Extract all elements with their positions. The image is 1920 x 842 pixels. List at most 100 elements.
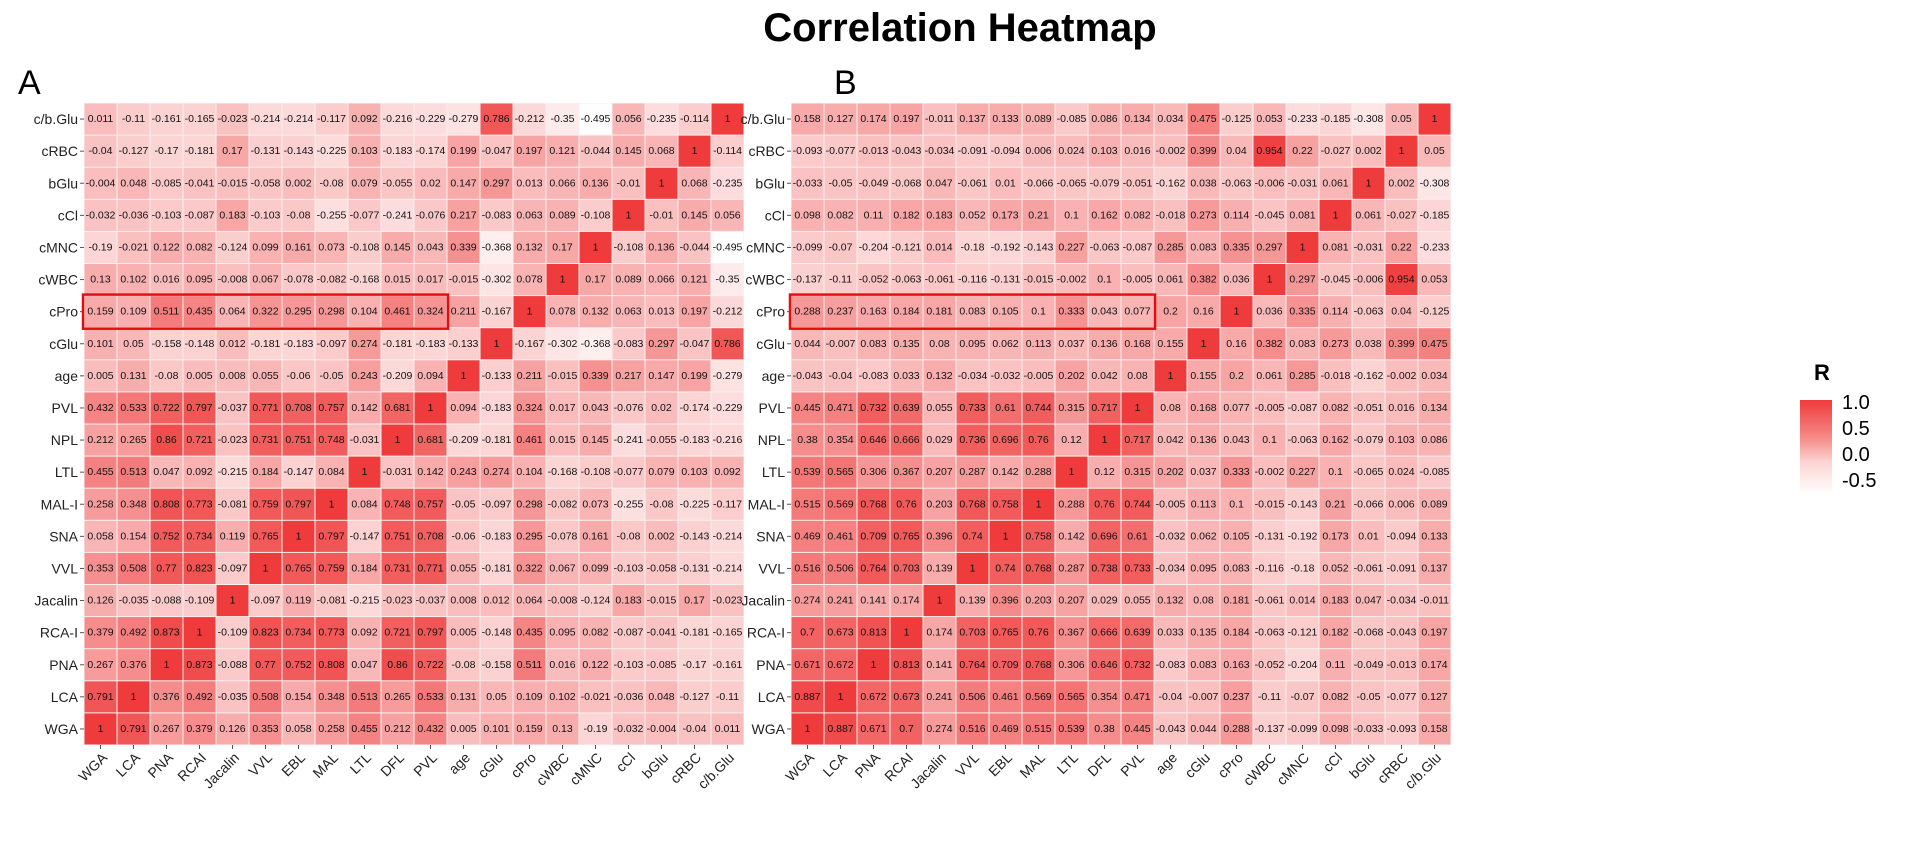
cell-value-label: 0.137	[1421, 562, 1447, 574]
cell-value-label: 0.136	[648, 241, 674, 253]
heatmap-cell	[711, 585, 744, 617]
heatmap-cell	[1121, 713, 1154, 745]
heatmap-cell	[414, 520, 447, 552]
heatmap-cell	[923, 296, 956, 328]
cell-value-label: 0.047	[926, 177, 952, 189]
cell-value-label: -0.05	[829, 177, 853, 189]
cell-value-label: 0.08	[1193, 595, 1214, 607]
heatmap-cell	[414, 488, 447, 520]
cell-value-label: 0.095	[186, 274, 212, 286]
heatmap-cell	[678, 264, 711, 296]
x-axis-tick-label: cMNC	[1273, 749, 1312, 788]
heatmap-cell	[447, 424, 480, 456]
heatmap-cell	[1385, 360, 1418, 392]
cell-value-label: 0.274	[926, 723, 952, 735]
cell-value-label: 0.243	[450, 466, 476, 478]
heatmap-cell	[183, 424, 216, 456]
cell-value-label: -0.034	[1387, 595, 1417, 607]
chart-title: Correlation Heatmap	[763, 6, 1157, 50]
cell-value-label: 0.759	[318, 562, 344, 574]
cell-value-label: -0.192	[1288, 530, 1318, 542]
heatmap-cell	[1352, 360, 1385, 392]
heatmap-cell	[1418, 264, 1451, 296]
cell-value-label: 0.033	[1157, 627, 1183, 639]
cell-value-label: -0.225	[317, 145, 347, 157]
cell-value-label: -0.05	[1357, 691, 1381, 703]
y-axis-tick-label: PVL	[52, 400, 79, 416]
heatmap-cell	[282, 360, 315, 392]
cell-value-label: 0.786	[483, 113, 509, 125]
heatmap-cell	[84, 456, 117, 488]
cell-value-label: 0.285	[1157, 241, 1183, 253]
heatmap-cell	[989, 103, 1022, 135]
heatmap-cell	[1352, 103, 1385, 135]
cell-value-label: 0.029	[926, 434, 952, 446]
cell-value-label: -0.065	[1354, 466, 1384, 478]
heatmap-cell	[824, 520, 857, 552]
cell-value-label: 0.74	[962, 530, 983, 542]
heatmap-cell	[249, 360, 282, 392]
heatmap-cell	[989, 713, 1022, 745]
heatmap-cell	[1154, 488, 1187, 520]
cell-value-label: -0.099	[793, 241, 823, 253]
heatmap-cell	[513, 264, 546, 296]
heatmap-cell	[579, 520, 612, 552]
cell-value-label: -0.081	[218, 498, 248, 510]
cell-value-label: -0.181	[383, 338, 413, 350]
cell-value-label: -0.127	[119, 145, 149, 157]
cell-value-label: -0.308	[1420, 177, 1450, 189]
heatmap-cell	[348, 520, 381, 552]
cell-value-label: 0.722	[417, 659, 443, 671]
cell-value-label: -0.127	[680, 691, 710, 703]
cell-value-label: 0.048	[120, 177, 146, 189]
cell-value-label: -0.117	[317, 113, 346, 125]
cell-value-label: 0.21	[1028, 209, 1049, 221]
cell-value-label: 0.295	[516, 530, 542, 542]
cell-value-label: 0.731	[252, 434, 278, 446]
cell-value-label: 1	[1333, 209, 1339, 221]
heatmap-cell	[183, 552, 216, 584]
cell-value-label: -0.183	[383, 145, 413, 157]
cell-value-label: 0.324	[417, 306, 443, 318]
cell-value-label: 0.017	[417, 274, 443, 286]
cell-value-label: 0.17	[585, 274, 606, 286]
heatmap-cell	[857, 264, 890, 296]
heatmap-cell	[989, 296, 1022, 328]
heatmap-cell	[513, 649, 546, 681]
cell-value-label: 0.01	[995, 177, 1016, 189]
heatmap-cell	[956, 713, 989, 745]
cell-value-label: 0.002	[648, 530, 674, 542]
cell-value-label: 0.133	[992, 113, 1018, 125]
heatmap-cell	[1055, 456, 1088, 488]
cell-value-label: -0.079	[1354, 434, 1384, 446]
heatmap-cell	[1220, 167, 1253, 199]
heatmap-cell	[1352, 135, 1385, 167]
heatmap-cell	[150, 167, 183, 199]
cell-value-label: -0.116	[958, 274, 987, 286]
cell-value-label: 0.183	[1322, 595, 1348, 607]
heatmap-cell	[1385, 424, 1418, 456]
heatmap-cell	[1220, 360, 1253, 392]
cell-value-label: 0.471	[827, 402, 853, 414]
heatmap-cell	[678, 103, 711, 135]
cell-value-label: 1	[164, 659, 170, 671]
heatmap-cell	[1220, 231, 1253, 263]
heatmap-cell	[546, 681, 579, 713]
heatmap-cell	[414, 681, 447, 713]
cell-value-label: -0.015	[548, 370, 578, 382]
cell-value-label: 0.061	[1256, 370, 1282, 382]
cell-value-label: 0.791	[87, 691, 113, 703]
heatmap-cell	[150, 264, 183, 296]
cell-value-label: -0.103	[614, 659, 644, 671]
heatmap-cell	[84, 681, 117, 713]
heatmap-cell	[791, 713, 824, 745]
heatmap-cell	[923, 585, 956, 617]
x-axis-tick-label: age	[1152, 749, 1180, 777]
cell-value-label: 0.758	[1025, 530, 1051, 542]
heatmap-cell	[923, 552, 956, 584]
cell-value-label: -0.058	[647, 562, 677, 574]
heatmap-cell	[1055, 328, 1088, 360]
cell-value-label: 0.306	[860, 466, 886, 478]
cell-value-label: 0.052	[1322, 562, 1348, 574]
